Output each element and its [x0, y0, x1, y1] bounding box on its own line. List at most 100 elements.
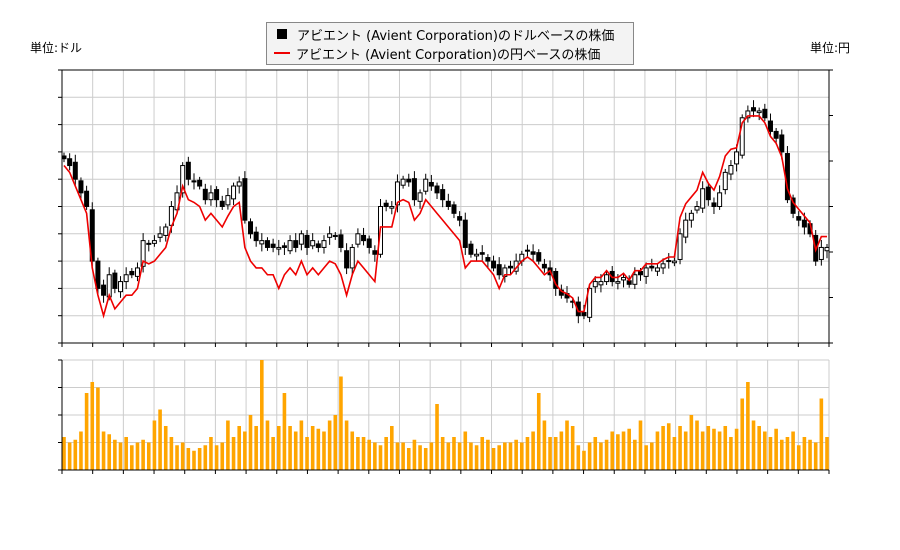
- volume-bar: [62, 437, 66, 470]
- candle-body: [728, 165, 734, 175]
- legend-swatch-candle: [277, 29, 287, 39]
- volume-bar: [305, 437, 309, 470]
- candle-body: [773, 130, 779, 139]
- volume-bar: [316, 428, 321, 470]
- candle-body: [248, 221, 254, 235]
- volume-bar: [491, 448, 496, 470]
- volume-bar: [367, 439, 371, 470]
- candle-body: [344, 250, 350, 269]
- volume-bar: [768, 437, 773, 470]
- volume-bar: [282, 393, 287, 470]
- candle-body: [118, 281, 124, 293]
- volume-bar: [373, 442, 377, 470]
- volume-bar: [214, 445, 219, 470]
- candle-body: [253, 231, 259, 242]
- volume-bar: [740, 398, 745, 470]
- candle-body: [643, 267, 649, 277]
- volume-bar: [107, 434, 112, 470]
- volume-bar: [633, 439, 637, 470]
- candle-body: [140, 240, 146, 267]
- volume-bar: [84, 393, 89, 470]
- volume-bar: [593, 437, 598, 470]
- price-plot-frame: [61, 69, 830, 344]
- candle-body: [219, 200, 225, 208]
- candle-body: [163, 226, 169, 236]
- volume-bar: [248, 415, 253, 470]
- volume-bar: [418, 445, 422, 470]
- volume-bar: [638, 420, 643, 470]
- candle-body: [225, 195, 231, 206]
- volume-bar: [186, 448, 191, 470]
- candle-body: [349, 246, 355, 269]
- candle-body: [134, 267, 140, 277]
- volume-bar: [751, 420, 756, 470]
- candle-body: [536, 252, 542, 262]
- candle-body: [660, 263, 666, 269]
- volume-bar: [350, 431, 355, 470]
- volume-bar: [226, 420, 230, 470]
- candle-body: [801, 219, 807, 228]
- candle-body: [270, 243, 276, 248]
- candle-body: [654, 267, 660, 272]
- volume-bar: [440, 437, 445, 470]
- candle-body: [428, 181, 434, 187]
- candle-body: [298, 233, 304, 245]
- volume-bar: [141, 439, 145, 470]
- volume-bar: [627, 428, 631, 470]
- volume-bar: [469, 442, 473, 470]
- volume-bar: [666, 423, 671, 470]
- volume-bar: [813, 442, 818, 470]
- volume-bar: [553, 437, 558, 470]
- candle-body: [779, 134, 785, 153]
- volume-bar: [796, 445, 801, 470]
- candle-body: [734, 151, 740, 165]
- volume-bar: [717, 431, 722, 470]
- candle-body: [491, 260, 497, 269]
- volume-bar: [406, 448, 411, 470]
- volume-bar: [423, 448, 428, 470]
- volume-bar: [435, 404, 439, 470]
- candle-body: [598, 281, 604, 286]
- candle-body: [242, 178, 248, 221]
- legend-item-usd: アビエント (Avient Corporation)のドルベースの株価: [273, 25, 614, 44]
- candle-body: [621, 276, 627, 281]
- volume-bar: [429, 442, 434, 470]
- volume-bar: [497, 445, 501, 470]
- volume-bar: [819, 398, 824, 470]
- volume-bar: [463, 431, 468, 470]
- candle-body: [157, 233, 163, 238]
- volume-bar: [548, 437, 552, 470]
- candle-body: [411, 178, 417, 201]
- volume-bar: [486, 439, 490, 470]
- volume-bar: [649, 442, 654, 470]
- candle-body: [474, 253, 480, 257]
- candle-body: [389, 206, 395, 209]
- candle-body: [236, 181, 242, 187]
- volume-bar: [192, 450, 196, 470]
- candle-body: [541, 263, 547, 269]
- candle-body: [524, 249, 530, 252]
- volume-bar: [265, 420, 270, 470]
- volume-bar: [661, 426, 665, 470]
- candle-body: [818, 246, 824, 260]
- volume-bar: [621, 431, 626, 470]
- candle-body: [281, 245, 287, 248]
- volume-bar: [384, 437, 388, 470]
- candle-body: [146, 242, 152, 245]
- candle-body: [151, 240, 157, 244]
- volume-bar: [508, 442, 513, 470]
- candle-body: [575, 301, 581, 317]
- volume-bar: [480, 437, 485, 470]
- candle-body: [383, 202, 389, 207]
- volume-bar: [582, 450, 586, 470]
- candle-body: [112, 272, 118, 289]
- volume-bar: [514, 439, 518, 470]
- candle-body: [587, 287, 593, 318]
- volume-bar: [689, 415, 694, 470]
- volume-bar: [356, 437, 360, 470]
- volume-bar: [785, 437, 790, 470]
- volume-bar: [333, 415, 338, 470]
- volume-bar: [672, 437, 677, 470]
- candle-body: [632, 274, 638, 285]
